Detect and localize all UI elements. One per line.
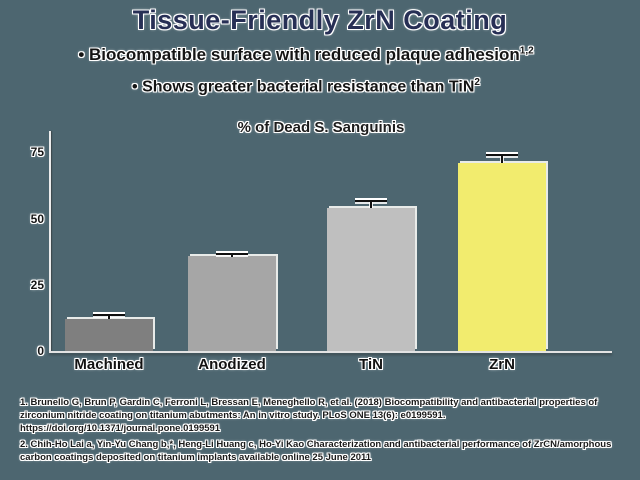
y-axis-tick-label: 50 <box>30 211 44 226</box>
x-axis-label-machined: Machined <box>74 356 144 373</box>
error-bar-cap <box>216 252 248 255</box>
error-bar-stem <box>108 315 110 320</box>
bullet-text: Biocompatible surface with reduced plaqu… <box>89 45 520 64</box>
bullet-biocompatible: • Biocompatible surface with reduced pla… <box>0 45 612 65</box>
error-bar-cap <box>93 313 125 316</box>
bullet-icon: • <box>78 45 89 64</box>
bullet-bacterial-resistance: • Shows greater bacterial resistance tha… <box>0 77 612 96</box>
y-axis-tick-label: 25 <box>30 277 44 292</box>
bullet-superscript: 2 <box>474 77 480 88</box>
bullet-icon: • <box>132 78 143 96</box>
footnotes: 1. Brunello G, Brun P, Gardin C, Ferroni… <box>20 396 624 467</box>
x-axis-label-zrn: ZrN <box>489 356 515 373</box>
chart-title: % of Dead S. Sanguinis <box>237 119 405 136</box>
error-bar-stem <box>501 155 503 163</box>
bullet-superscript: 1,2 <box>519 45 534 57</box>
error-bar-stem <box>231 254 233 257</box>
y-axis-tick-label: 75 <box>30 145 44 160</box>
error-bar-cap <box>355 199 387 202</box>
x-axis-line <box>49 351 612 353</box>
bullet-text: Shows greater bacterial resistance than … <box>142 78 475 96</box>
y-axis-line <box>49 131 51 352</box>
bar-machined <box>65 319 153 351</box>
bar-zrn <box>458 162 546 351</box>
footnote-reference-1: 1. Brunello G, Brun P, Gardin C, Ferroni… <box>20 397 598 434</box>
bar-anodized <box>188 255 276 351</box>
y-axis-tick-label: 0 <box>37 344 44 358</box>
slide-title: Tissue-Friendly ZrN Coating <box>132 5 508 35</box>
error-bar-cap <box>486 153 518 156</box>
x-axis-label-anodized: Anodized <box>198 356 266 373</box>
error-bar-stem <box>370 201 372 208</box>
bar-tin <box>327 207 415 351</box>
footnote-reference-2: 2. Chih-Ho Lai a, Yin-Yu Chang b,*, Heng… <box>20 439 612 463</box>
x-axis-label-tin: TiN <box>359 356 383 373</box>
